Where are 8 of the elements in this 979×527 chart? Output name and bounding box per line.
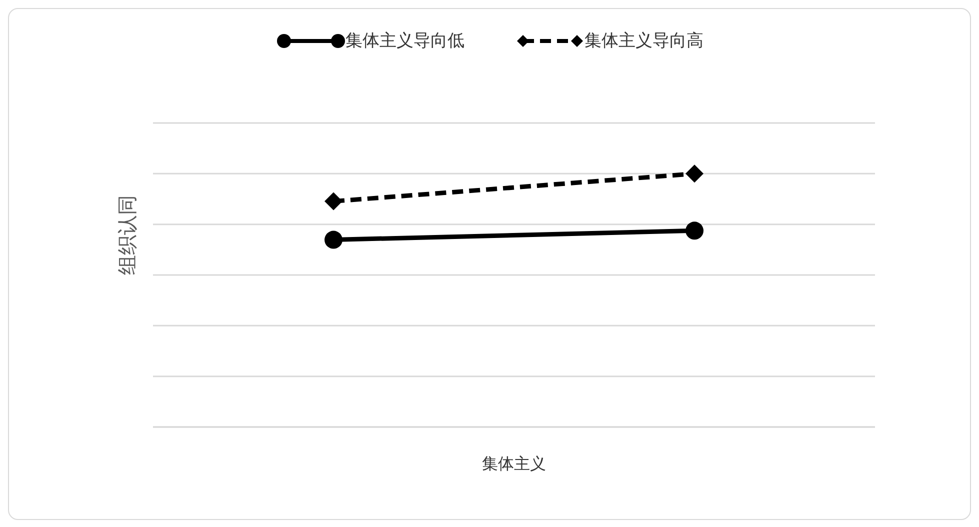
point (686, 222, 704, 240)
point (686, 164, 704, 183)
point (324, 230, 342, 249)
x-axis-title: 集体主义 (482, 454, 546, 473)
legend-label: 集体主义导向高 (584, 30, 704, 52)
point (324, 192, 342, 210)
y-axis-title: 组织认同 (115, 195, 140, 275)
legend-label: 集体主义导向低 (346, 30, 464, 52)
